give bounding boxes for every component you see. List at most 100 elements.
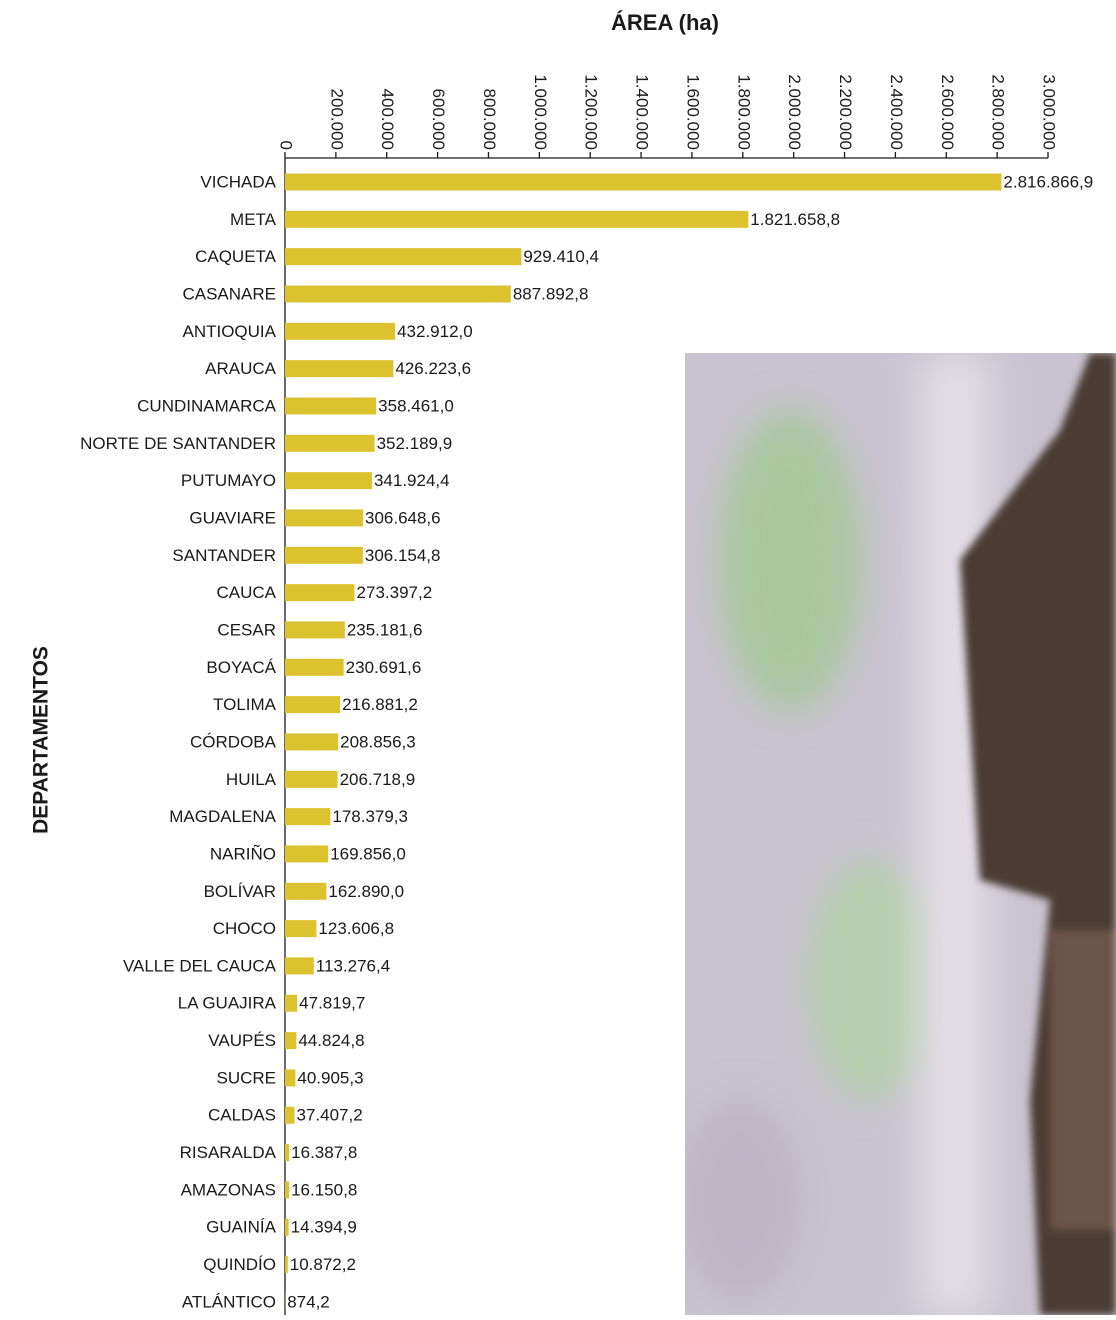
value-label: 113.276,4: [316, 956, 390, 975]
x-tick-label: 1.600.000: [683, 74, 702, 150]
bar: [285, 547, 363, 564]
y-tick-label: VAUPÉS: [208, 1031, 276, 1050]
bar: [285, 1032, 296, 1049]
y-tick-label: TOLIMA: [213, 695, 277, 714]
y-tick-label: GUAINÍA: [206, 1218, 277, 1237]
y-tick-label: CAQUETA: [195, 247, 277, 266]
x-tick-label: 1.200.000: [582, 74, 601, 150]
y-tick-label: HUILA: [226, 770, 277, 789]
y-tick-label: PUTUMAYO: [181, 471, 276, 490]
value-label: 162.890,0: [328, 882, 404, 901]
bar: [285, 1144, 289, 1161]
y-tick-label: CASANARE: [182, 284, 276, 303]
bar: [285, 733, 338, 750]
value-label: 2.816.866,9: [1003, 172, 1093, 191]
value-label: 306.154,8: [365, 546, 441, 565]
y-tick-label: VICHADA: [200, 172, 276, 191]
bar: [285, 472, 372, 489]
bar: [285, 696, 340, 713]
bar: [285, 883, 326, 900]
value-label: 306.648,6: [365, 508, 441, 527]
x-tick-label: 1.400.000: [633, 74, 652, 150]
value-label: 44.824,8: [298, 1031, 364, 1050]
y-tick-label: NARIÑO: [210, 844, 276, 863]
value-label: 47.819,7: [299, 994, 365, 1013]
x-tick-label: 2.000.000: [785, 74, 804, 150]
y-tick-label: GUAVIARE: [189, 508, 276, 527]
bar: [285, 1069, 295, 1086]
value-label: 230.691,6: [346, 658, 422, 677]
value-label: 273.397,2: [357, 583, 433, 602]
y-tick-label: CHOCO: [213, 919, 276, 938]
bar: [285, 584, 355, 601]
y-tick-label: SUCRE: [216, 1068, 276, 1087]
y-tick-label: NORTE DE SANTANDER: [80, 434, 276, 453]
bar: [285, 509, 363, 526]
bar: [285, 845, 328, 862]
bar: [285, 957, 314, 974]
bar: [285, 659, 344, 676]
y-tick-label: CAUCA: [216, 583, 276, 602]
x-tick-label: 200.000: [327, 89, 346, 150]
x-tick-label: 400.000: [378, 89, 397, 150]
value-label: 169.856,0: [330, 844, 406, 863]
y-tick-label: ATLÁNTICO: [182, 1292, 276, 1311]
y-tick-label: BOYACÁ: [206, 658, 276, 677]
value-label: 874,2: [287, 1292, 330, 1311]
x-tick-label: 2.200.000: [836, 74, 855, 150]
y-axis-title: DEPARTAMENTOS: [30, 646, 53, 834]
value-label: 16.387,8: [291, 1143, 357, 1162]
value-label: 929.410,4: [523, 247, 599, 266]
bar: [285, 920, 316, 937]
value-label: 178.379,3: [332, 807, 408, 826]
x-tick-label: 3.000.000: [1040, 74, 1059, 150]
y-tick-label: CESAR: [217, 620, 276, 639]
x-tick-label: 800.000: [480, 89, 499, 150]
x-tick-label: 600.000: [429, 89, 448, 150]
chart-title: ÁREA (ha): [611, 10, 719, 35]
value-label: 235.181,6: [347, 620, 423, 639]
bar: [285, 621, 345, 638]
bar: [285, 1107, 295, 1124]
y-tick-label: CALDAS: [208, 1106, 276, 1125]
x-tick-label: 1.000.000: [531, 74, 550, 150]
bar: [285, 323, 395, 340]
value-label: 40.905,3: [297, 1068, 363, 1087]
x-tick-label: 2.800.000: [989, 74, 1008, 150]
bar: [285, 1219, 289, 1236]
y-tick-label: ANTIOQUIA: [182, 322, 276, 341]
y-tick-label: AMAZONAS: [181, 1180, 276, 1199]
y-tick-label: CUNDINAMARCA: [137, 396, 277, 415]
bar: [285, 397, 376, 414]
value-label: 16.150,8: [291, 1180, 357, 1199]
y-tick-label: VALLE DEL CAUCA: [123, 956, 277, 975]
bar: [285, 1181, 289, 1198]
bar: [285, 808, 330, 825]
bar: [285, 435, 375, 452]
x-tick-label: 1.800.000: [734, 74, 753, 150]
y-tick-label: META: [230, 210, 277, 229]
bar: [285, 1256, 288, 1273]
value-label: 208.856,3: [340, 732, 416, 751]
value-label: 123.606,8: [318, 919, 394, 938]
y-tick-label: MAGDALENA: [169, 807, 276, 826]
bar: [285, 995, 297, 1012]
value-label: 358.461,0: [378, 396, 454, 415]
x-tick-label: 2.400.000: [887, 74, 906, 150]
value-label: 1.821.658,8: [750, 210, 840, 229]
y-tick-label: QUINDÍO: [203, 1255, 276, 1274]
value-label: 206.718,9: [340, 770, 416, 789]
value-label: 426.223,6: [395, 359, 471, 378]
value-label: 352.189,9: [377, 434, 453, 453]
y-tick-label: BOLÍVAR: [204, 882, 276, 901]
bar: [285, 285, 511, 302]
x-tick-label: 0: [277, 141, 296, 150]
value-label: 432.912,0: [397, 322, 473, 341]
bar: [285, 248, 521, 265]
y-tick-label: LA GUAJIRA: [178, 994, 277, 1013]
y-tick-label: RISARALDA: [180, 1143, 277, 1162]
bar: [285, 360, 393, 377]
x-tick-label: 2.600.000: [938, 74, 957, 150]
value-label: 14.394,9: [291, 1218, 357, 1237]
